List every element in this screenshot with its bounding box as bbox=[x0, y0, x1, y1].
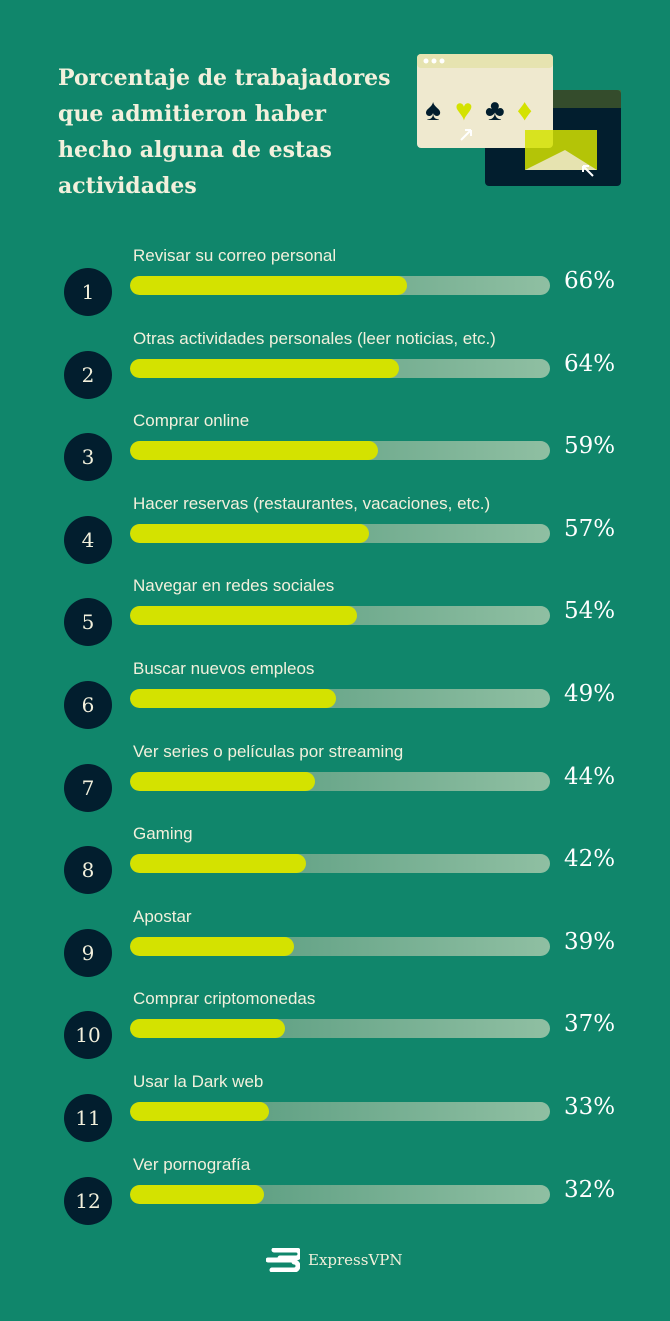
category-label: Navegar en redes sociales bbox=[133, 576, 335, 596]
category-label: Hacer reservas (restaurantes, vacaciones… bbox=[133, 493, 491, 513]
browser-cards-illustration: ♠ ♥ ♣ ♦ bbox=[417, 54, 621, 186]
bar bbox=[130, 1184, 265, 1204]
value-label: 54% bbox=[564, 598, 616, 625]
value-label: 66% bbox=[564, 268, 616, 294]
value-label: 59% bbox=[564, 433, 616, 460]
bar-row: 1 Revisar su correo personal 66% bbox=[0, 246, 670, 354]
bar-row: 5 Navegar en redes sociales 54% bbox=[0, 576, 670, 684]
bar-row: 7 Ver series o películas por streaming 4… bbox=[0, 742, 670, 850]
spade-icon: ♠ bbox=[425, 94, 441, 127]
bar bbox=[130, 358, 399, 378]
bar bbox=[130, 1019, 286, 1039]
rank-badge: 9 bbox=[64, 928, 112, 977]
category-label: Buscar nuevos empleos bbox=[133, 659, 315, 678]
bar-track bbox=[130, 936, 550, 956]
value-label: 49% bbox=[564, 681, 616, 707]
bar bbox=[130, 523, 370, 543]
bar bbox=[130, 276, 408, 295]
cursor-icon bbox=[460, 129, 472, 141]
bar-track bbox=[130, 854, 550, 874]
bar bbox=[130, 771, 315, 791]
value-label: 42% bbox=[564, 846, 616, 873]
bar-row: 12 Ver pornografía 32% bbox=[0, 1155, 670, 1263]
bar-track bbox=[130, 523, 550, 543]
expressvpn-logo: ExpressVPN bbox=[266, 1248, 403, 1272]
bar-row: 2 Otras actividades personales (leer not… bbox=[0, 329, 670, 437]
bar-track bbox=[130, 1184, 550, 1204]
rank-badge: 1 bbox=[64, 268, 112, 316]
chart-title: Porcentaje de trabajadores que admitiero… bbox=[58, 65, 391, 199]
bar bbox=[130, 606, 357, 626]
category-label: Revisar su correo personal bbox=[133, 246, 337, 265]
category-label: Apostar bbox=[133, 906, 192, 926]
value-label: 64% bbox=[564, 350, 616, 377]
bar-track bbox=[130, 606, 550, 626]
value-label: 39% bbox=[564, 928, 616, 955]
category-label: Gaming bbox=[133, 824, 193, 844]
bar-track bbox=[130, 1102, 550, 1121]
category-label: Usar la Dark web bbox=[133, 1072, 264, 1091]
value-label: 33% bbox=[564, 1094, 616, 1120]
value-label: 37% bbox=[564, 1011, 616, 1038]
rank-badge: 4 bbox=[64, 515, 112, 564]
bar bbox=[130, 936, 294, 956]
rank-badge: 3 bbox=[64, 433, 112, 482]
value-label: 44% bbox=[564, 763, 616, 790]
rank-badge: 10 bbox=[64, 1011, 112, 1060]
category-label: Ver pornografía bbox=[133, 1154, 251, 1174]
rank-badge: 7 bbox=[64, 763, 112, 812]
rank-badge: 2 bbox=[64, 350, 112, 399]
bar-track bbox=[130, 441, 550, 461]
bar-track bbox=[130, 276, 550, 295]
diamond-icon: ♦ bbox=[517, 94, 532, 127]
rank-badge: 5 bbox=[64, 598, 112, 647]
bar bbox=[130, 854, 307, 874]
bar-track bbox=[130, 1019, 550, 1039]
value-label: 57% bbox=[564, 515, 616, 542]
expressvpn-logo-icon bbox=[266, 1248, 300, 1272]
bar-row: 3 Comprar online 59% bbox=[0, 411, 670, 519]
value-label: 32% bbox=[564, 1176, 616, 1203]
bar bbox=[130, 1102, 269, 1121]
brand-name: ExpressVPN bbox=[308, 1251, 403, 1269]
category-label: Ver series o películas por streaming bbox=[133, 741, 404, 761]
club-icon: ♣ bbox=[485, 94, 505, 127]
bar-row: 9 Apostar 39% bbox=[0, 907, 670, 1015]
rank-badge: 8 bbox=[64, 846, 112, 895]
bar-track bbox=[130, 771, 550, 791]
bar-track bbox=[130, 689, 550, 708]
category-label: Otras actividades personales (leer notic… bbox=[133, 328, 496, 348]
bar bbox=[130, 689, 336, 708]
bar-row: 8 Gaming 42% bbox=[0, 824, 670, 932]
rank-badge: 11 bbox=[64, 1094, 112, 1142]
category-label: Comprar criptomonedas bbox=[133, 989, 316, 1009]
bar-row: 6 Buscar nuevos empleos 49% bbox=[0, 659, 670, 767]
category-label: Comprar online bbox=[133, 411, 250, 431]
bar bbox=[130, 441, 378, 461]
bar-track bbox=[130, 358, 550, 378]
bar-row: 4 Hacer reservas (restaurantes, vacacion… bbox=[0, 494, 670, 602]
bar-row: 11 Usar la Dark web 33% bbox=[0, 1072, 670, 1180]
front-window bbox=[417, 54, 553, 148]
heart-icon: ♥ bbox=[455, 94, 473, 127]
rank-badge: 12 bbox=[64, 1176, 112, 1225]
cursor-icon bbox=[582, 165, 594, 177]
bar-row: 10 Comprar criptomonedas 37% bbox=[0, 989, 670, 1097]
rank-badge: 6 bbox=[64, 681, 112, 729]
